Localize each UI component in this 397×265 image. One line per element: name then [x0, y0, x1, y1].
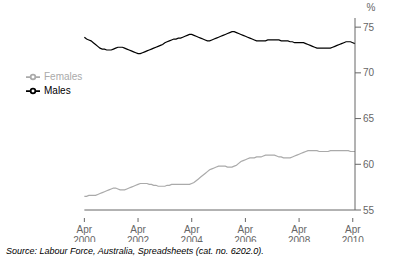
svg-text:Apr2006: Apr2006: [234, 224, 257, 242]
html-text:Males: Males: [44, 84, 71, 96]
svg-text:Apr2000: Apr2000: [73, 224, 96, 242]
svg-text:75: 75: [363, 22, 375, 33]
html-text:Source: Labour Force, Australi: Source: Labour Force, Australia, Spreads…: [6, 246, 264, 256]
svg-text:65: 65: [363, 113, 375, 124]
svg-text:60: 60: [363, 159, 375, 170]
svg-text:Apr2010: Apr2010: [342, 224, 365, 242]
svg-text:Apr2004: Apr2004: [181, 224, 204, 242]
html-text:Females: Females: [44, 70, 83, 82]
svg-text:55: 55: [363, 205, 375, 216]
svg-text:Apr2008: Apr2008: [288, 224, 311, 242]
svg-text:Apr2002: Apr2002: [127, 224, 150, 242]
svg-text:70: 70: [363, 67, 375, 78]
